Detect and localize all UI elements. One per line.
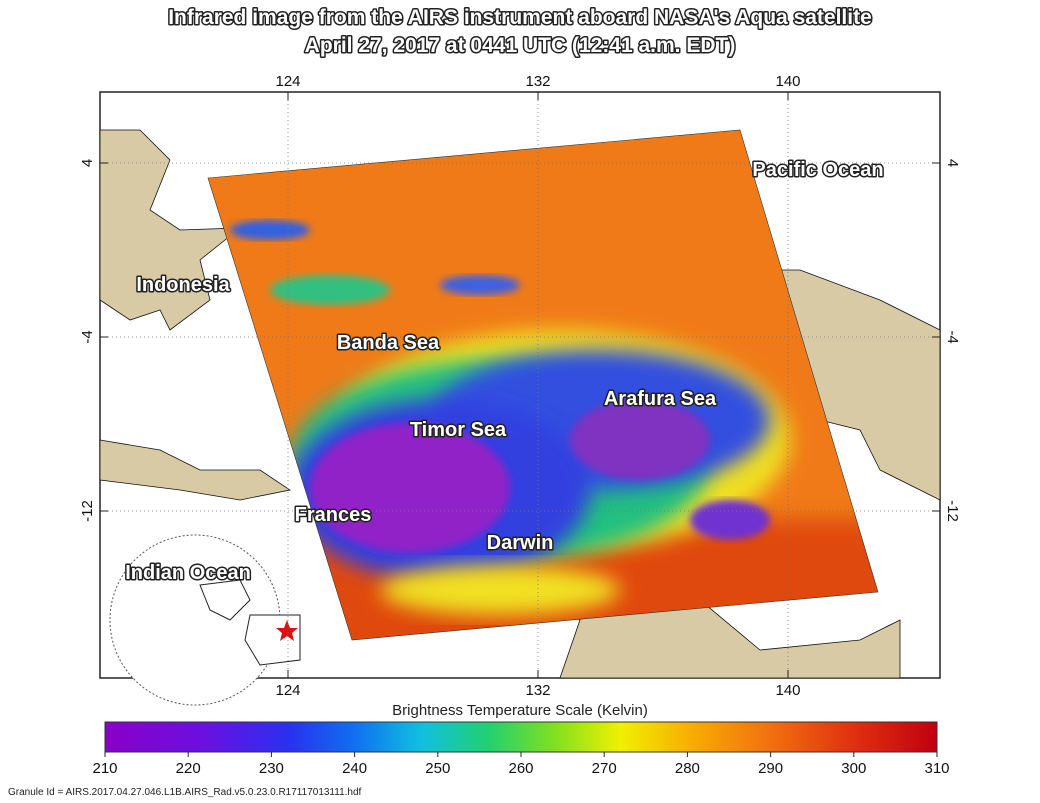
lon-label: 124: [275, 682, 300, 699]
colorbar-tick-label: 290: [758, 760, 783, 777]
lat-label: -4: [79, 330, 96, 343]
lat-label: 4: [944, 159, 961, 167]
colorbar: [104, 721, 938, 753]
colorbar-tick-label: 310: [924, 760, 949, 777]
place-label: Darwin: [487, 532, 554, 554]
lon-label: 140: [775, 682, 800, 699]
lon-label: 124: [275, 73, 300, 90]
colorbar-tick-label: 240: [342, 760, 367, 777]
lon-label: 132: [525, 73, 550, 90]
colorbar-tick-label: 210: [92, 760, 117, 777]
colorbar-tick-label: 280: [675, 760, 700, 777]
lat-label: 4: [79, 159, 96, 167]
place-label: Indonesia: [136, 274, 230, 296]
colorbar-tick-label: 260: [508, 760, 533, 777]
lat-label: -12: [944, 500, 961, 522]
colorbar-tick-label: 300: [841, 760, 866, 777]
place-label: Frances: [295, 504, 372, 526]
map: [99, 91, 941, 706]
title-line: Infrared image from the AIRS instrument …: [168, 6, 872, 29]
place-label: Banda Sea: [337, 332, 440, 354]
colorbar-title: Brightness Temperature Scale (Kelvin): [392, 702, 648, 719]
colorbar-tick-label: 220: [176, 760, 201, 777]
lat-label: -12: [79, 500, 96, 522]
place-label: Timor Sea: [410, 419, 507, 441]
title-line: April 27, 2017 at 0441 UTC (12:41 a.m. E…: [305, 34, 736, 57]
colorbar-tick-label: 230: [259, 760, 284, 777]
lat-label: -4: [944, 330, 961, 343]
place-label: Arafura Sea: [604, 388, 717, 410]
place-label: Pacific Ocean: [752, 159, 883, 181]
lon-label: 132: [525, 682, 550, 699]
lon-label: 140: [775, 73, 800, 90]
inset-globe: [109, 534, 301, 706]
colorbar-tick-label: 270: [592, 760, 617, 777]
granule-id: Granule Id = AIRS.2017.04.27.046.L1B.AIR…: [8, 787, 362, 798]
place-label: Indian Ocean: [125, 562, 251, 584]
colorbar-tick-label: 250: [425, 760, 450, 777]
